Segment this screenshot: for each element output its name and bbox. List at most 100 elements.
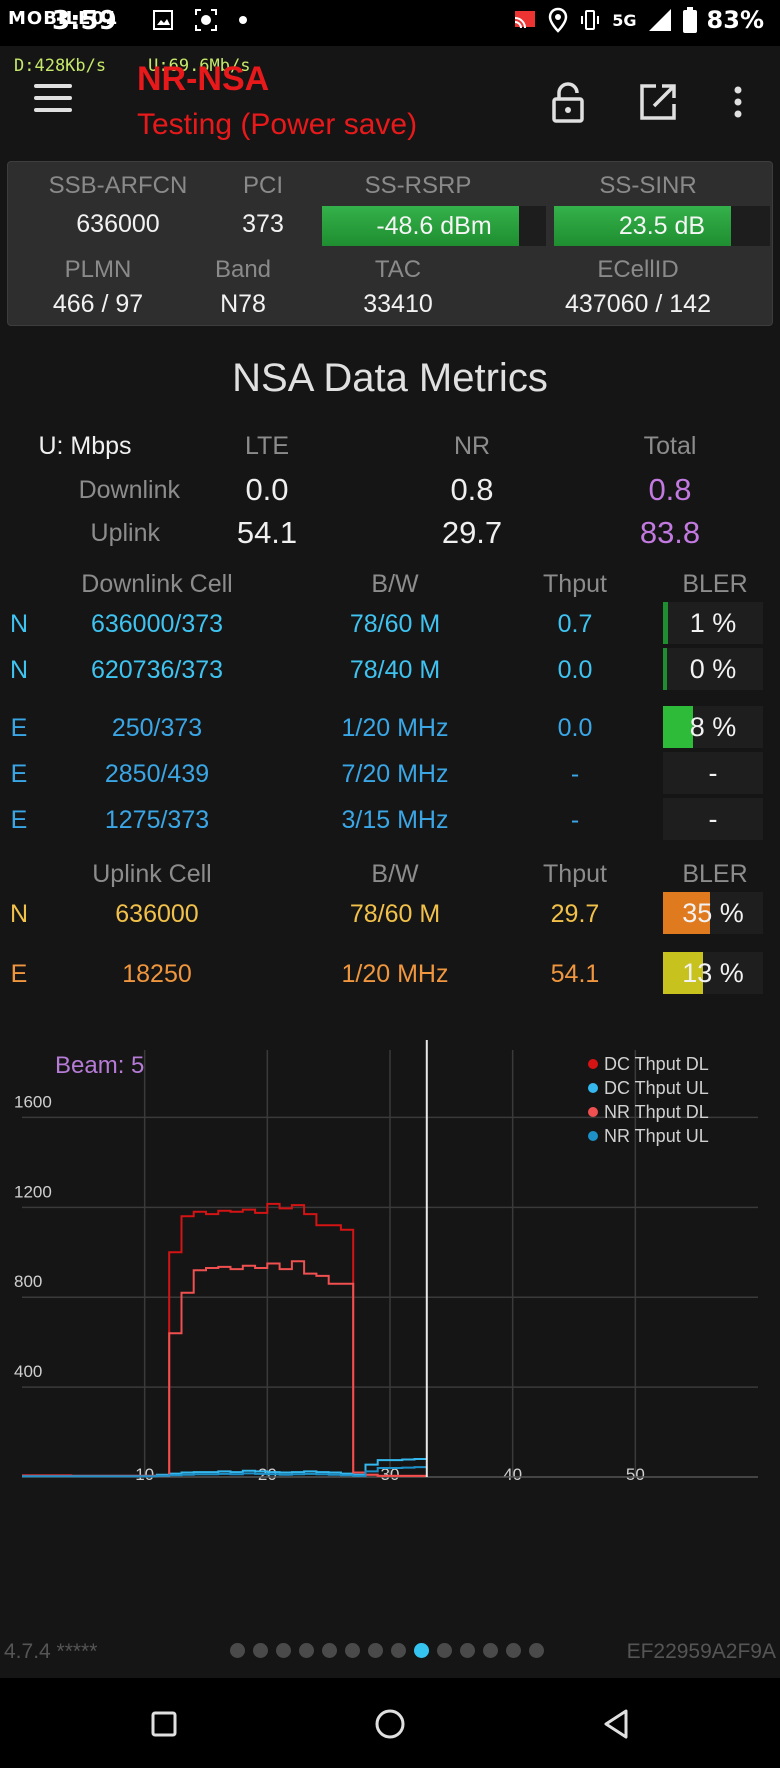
sinr-meter: 23.5 dB bbox=[554, 206, 770, 246]
legend-swatch bbox=[588, 1131, 598, 1141]
device-id: EF22959A2F9A bbox=[626, 1640, 776, 1663]
chart-legend: DC Thput DL DC Thput UL NR Thput DL NR Thpu… bbox=[588, 1052, 709, 1148]
upload-rate: U:69.6Mb/s bbox=[148, 56, 251, 76]
dl-header-cell: Downlink Cell bbox=[81, 570, 233, 598]
cell-bandwidth: 78/40 M bbox=[349, 656, 441, 684]
page-dot[interactable] bbox=[322, 1643, 337, 1658]
page-dot[interactable] bbox=[253, 1643, 268, 1658]
legend-item: DC Thput UL bbox=[588, 1076, 709, 1100]
cell-bandwidth: 3/15 MHz bbox=[341, 806, 449, 834]
cell-id: 250/373 bbox=[111, 714, 203, 742]
label-ss-sinr: SS-SINR bbox=[599, 172, 697, 199]
y-tick-label: 1600 bbox=[14, 1092, 52, 1111]
unit-label: U: Mbps bbox=[38, 432, 132, 460]
page-dot[interactable] bbox=[391, 1643, 406, 1658]
x-tick-label: 10 bbox=[135, 1465, 154, 1484]
home-icon[interactable] bbox=[368, 1702, 412, 1746]
page-dot[interactable] bbox=[460, 1643, 475, 1658]
page-dot[interactable] bbox=[414, 1643, 429, 1658]
cell-thput: 0.0 bbox=[557, 714, 593, 742]
label-ecellid: ECellID bbox=[597, 256, 679, 283]
rsrp-meter: -48.6 dBm bbox=[322, 206, 546, 246]
value-ss-rsrp: -48.6 dBm bbox=[376, 212, 492, 240]
battery-icon bbox=[682, 7, 697, 33]
back-icon[interactable] bbox=[594, 1702, 638, 1746]
uplink-label: Uplink bbox=[90, 519, 160, 547]
beam-label: Beam: 5 bbox=[55, 1052, 145, 1079]
page-dot[interactable] bbox=[276, 1643, 291, 1658]
tech-badge: E bbox=[10, 806, 28, 834]
page-dot[interactable] bbox=[529, 1643, 544, 1658]
status-time: 3:59 bbox=[52, 6, 117, 36]
cell-thput: 0.0 bbox=[557, 656, 593, 684]
section-title: NSA Data Metrics bbox=[232, 356, 548, 400]
cell-thput: 29.7 bbox=[550, 900, 600, 928]
value-ecellid: 437060 / 142 bbox=[565, 290, 711, 318]
open-external-icon[interactable] bbox=[636, 80, 680, 124]
series-line bbox=[22, 1260, 427, 1477]
more-vert-icon[interactable] bbox=[716, 80, 760, 124]
recents-icon[interactable] bbox=[142, 1702, 186, 1746]
legend-item: NR Thput UL bbox=[588, 1124, 709, 1148]
col-total: Total bbox=[643, 432, 697, 460]
bler-meter: - bbox=[663, 798, 763, 840]
legend-item: NR Thput DL bbox=[588, 1100, 709, 1124]
page-dot[interactable] bbox=[299, 1643, 314, 1658]
status-bar: MOBILE01 3:59 5G 83% bbox=[0, 0, 780, 46]
y-tick-label: 400 bbox=[14, 1362, 42, 1381]
value-plmn: 466 / 97 bbox=[52, 290, 144, 318]
tech-badge: E bbox=[10, 960, 28, 988]
bler-value: 13 % bbox=[682, 958, 744, 988]
label-ssb-arfcn: SSB-ARFCN bbox=[48, 172, 188, 199]
dl-total: 0.8 bbox=[648, 472, 692, 507]
label-tac: TAC bbox=[374, 256, 422, 283]
col-lte: LTE bbox=[245, 432, 289, 460]
value-band: N78 bbox=[220, 290, 266, 318]
battery-percent: 83% bbox=[706, 6, 764, 34]
dl-header-bw: B/W bbox=[371, 570, 419, 598]
page-dot[interactable] bbox=[506, 1643, 521, 1658]
lock-icon[interactable] bbox=[546, 80, 590, 124]
legend-label: NR Thput UL bbox=[604, 1125, 709, 1146]
page-indicator[interactable] bbox=[230, 1643, 544, 1658]
x-tick-label: 40 bbox=[503, 1465, 522, 1484]
legend-swatch bbox=[588, 1083, 598, 1093]
ul-header-cell: Uplink Cell bbox=[92, 860, 212, 888]
page-dot[interactable] bbox=[368, 1643, 383, 1658]
page-dot[interactable] bbox=[345, 1643, 360, 1658]
dl-nr: 0.8 bbox=[450, 472, 494, 507]
cell-bandwidth: 7/20 MHz bbox=[341, 760, 449, 788]
legend-swatch bbox=[588, 1107, 598, 1117]
bler-value: - bbox=[708, 758, 718, 788]
page-dot[interactable] bbox=[437, 1643, 452, 1658]
bler-value: 8 % bbox=[689, 712, 737, 742]
page-dot[interactable] bbox=[230, 1643, 245, 1658]
cell-thput: - bbox=[570, 760, 580, 788]
cell-bandwidth: 1/20 MHz bbox=[341, 714, 449, 742]
download-rate: D:428Kb/s bbox=[14, 56, 107, 76]
image-icon bbox=[153, 10, 173, 30]
cell-id: 1275/373 bbox=[104, 806, 210, 834]
ul-total: 83.8 bbox=[639, 515, 701, 550]
traffic-rates: D:428Kb/s U:69.6Mb/s bbox=[14, 56, 250, 76]
dot-icon bbox=[239, 16, 247, 24]
ul-header-thput: Thput bbox=[543, 860, 607, 888]
bler-meter: - bbox=[663, 752, 763, 794]
value-ssb-arfcn: 636000 bbox=[76, 210, 160, 238]
legend-swatch bbox=[588, 1059, 598, 1069]
page-dot[interactable] bbox=[483, 1643, 498, 1658]
ul-lte: 54.1 bbox=[236, 515, 298, 550]
legend-label: DC Thput UL bbox=[604, 1077, 709, 1098]
tech-badge: E bbox=[10, 760, 28, 788]
status-system-icons: 5G 83% bbox=[512, 6, 764, 34]
downlink-label: Downlink bbox=[78, 476, 180, 504]
menu-icon[interactable] bbox=[34, 84, 72, 112]
bler-value: 0 % bbox=[689, 654, 737, 684]
ul-header-bler: BLER bbox=[682, 860, 748, 888]
cell-bandwidth: 78/60 M bbox=[349, 900, 441, 928]
col-nr: NR bbox=[453, 432, 491, 460]
x-tick-label: 50 bbox=[626, 1465, 645, 1484]
series-line bbox=[22, 1458, 427, 1477]
series-line bbox=[22, 1202, 427, 1477]
value-ss-sinr: 23.5 dB bbox=[618, 212, 706, 240]
